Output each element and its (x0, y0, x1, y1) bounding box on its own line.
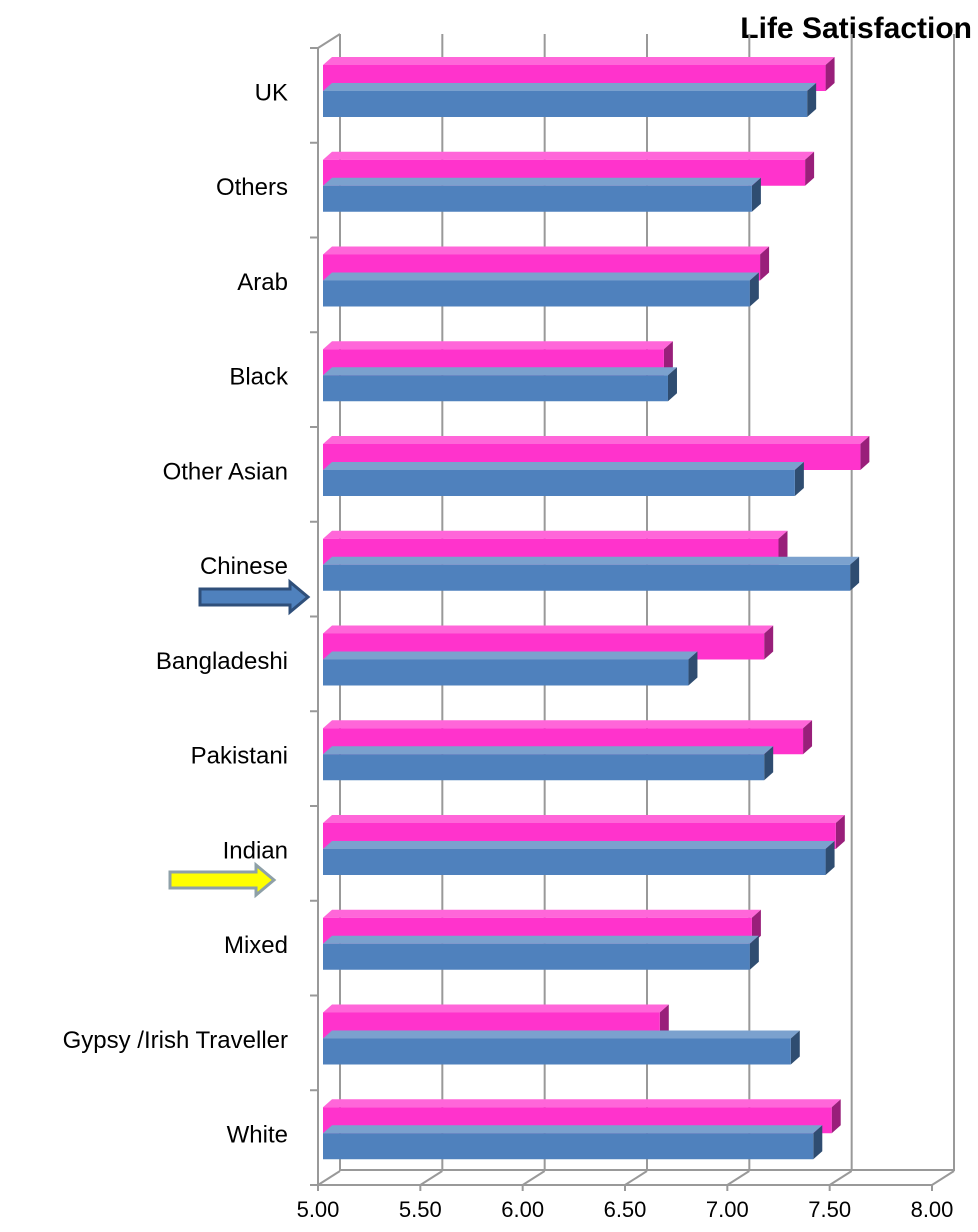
x-tick-label: 6.50 (604, 1197, 647, 1222)
bar (323, 185, 752, 212)
bar-top (323, 909, 761, 918)
bar-top (323, 625, 774, 634)
y-tick-label: Chinese (200, 553, 288, 580)
bar-side (663, 341, 673, 376)
bar (323, 943, 750, 970)
bar-top (323, 1125, 823, 1134)
bar (323, 1038, 791, 1065)
bar-top (323, 272, 759, 281)
y-tick-label: Black (229, 364, 289, 391)
bar-side (778, 530, 788, 565)
bar-top (323, 246, 770, 255)
floor-grid (931, 1170, 955, 1186)
y-tick-label: Bangladeshi (156, 648, 288, 675)
bar (323, 659, 689, 686)
x-tick-label: 5.00 (297, 1197, 340, 1222)
floor-grid (317, 1170, 341, 1186)
bar-side (805, 151, 815, 186)
bar-top (323, 746, 774, 755)
bar-side (688, 651, 698, 686)
bar (323, 754, 765, 781)
bar-side (813, 1125, 823, 1160)
arrow-blue (198, 578, 311, 616)
bar-side (850, 556, 860, 591)
bar-side (764, 625, 774, 660)
bar (323, 91, 808, 117)
bar-side (803, 720, 813, 755)
y-tick-label: UK (255, 79, 288, 106)
bar-top (323, 530, 788, 539)
floor-grid (829, 1170, 853, 1186)
bar-side (825, 841, 835, 875)
bar-top (323, 151, 815, 160)
chart-title: Life Satisfaction (740, 12, 972, 45)
floor-grid (624, 1170, 648, 1186)
bar-side (751, 909, 761, 944)
bar-side (764, 746, 774, 781)
bar-top (323, 341, 673, 350)
floor-grid (522, 1170, 546, 1186)
bar-side (807, 83, 817, 117)
bar-top (323, 1004, 669, 1013)
x-tick-label: 7.00 (706, 1197, 749, 1222)
bar (323, 280, 750, 307)
bar (323, 849, 826, 875)
bar-top (323, 83, 817, 91)
y-tick-label: Other Asian (163, 458, 288, 485)
x-tick-label: 7.50 (808, 1197, 851, 1222)
bar-side (751, 177, 761, 212)
bar-side (749, 935, 759, 970)
y-tick-label: Mixed (224, 932, 288, 959)
x-tick-label: 5.50 (399, 1197, 442, 1222)
bar-top (323, 436, 870, 444)
bar-side (659, 1004, 669, 1039)
bar-side (835, 815, 845, 849)
bar-top (323, 367, 677, 376)
bar-top (323, 651, 698, 660)
bar-side (794, 462, 804, 496)
bar-side (760, 246, 770, 281)
bar (323, 1133, 814, 1160)
floor-grid (726, 1170, 750, 1186)
y-tick-label: White (227, 1122, 288, 1149)
bar-top (323, 841, 835, 849)
x-tick-label: 6.00 (501, 1197, 544, 1222)
y-tick-label: Indian (223, 837, 288, 864)
bar-side (667, 367, 677, 402)
bar-side (831, 1099, 841, 1134)
bar-side (825, 57, 835, 91)
y-tick-label: Arab (237, 269, 288, 296)
bar-top (323, 556, 860, 565)
bar-side (790, 1030, 800, 1065)
bar-side (749, 272, 759, 307)
bar (323, 564, 851, 591)
floor-grid (419, 1170, 443, 1186)
x-tick-label: 8.00 (911, 1197, 954, 1222)
y-tick-label: Others (216, 174, 288, 201)
arrow-yellow (168, 861, 277, 899)
bar-top (323, 177, 761, 186)
bar-side (860, 436, 870, 470)
y-tick-label: Gypsy /Irish Traveller (63, 1027, 288, 1054)
bar-top (323, 1030, 800, 1039)
bar-top (323, 462, 804, 470)
y-tick-label: Pakistani (191, 743, 288, 770)
bar-top (323, 815, 845, 823)
bar-top (323, 935, 759, 944)
bar-top (323, 1099, 841, 1108)
bar (323, 470, 795, 496)
wall-edge (317, 33, 341, 49)
bar-top (323, 720, 813, 729)
bar (323, 375, 668, 402)
bar-top (323, 57, 835, 65)
